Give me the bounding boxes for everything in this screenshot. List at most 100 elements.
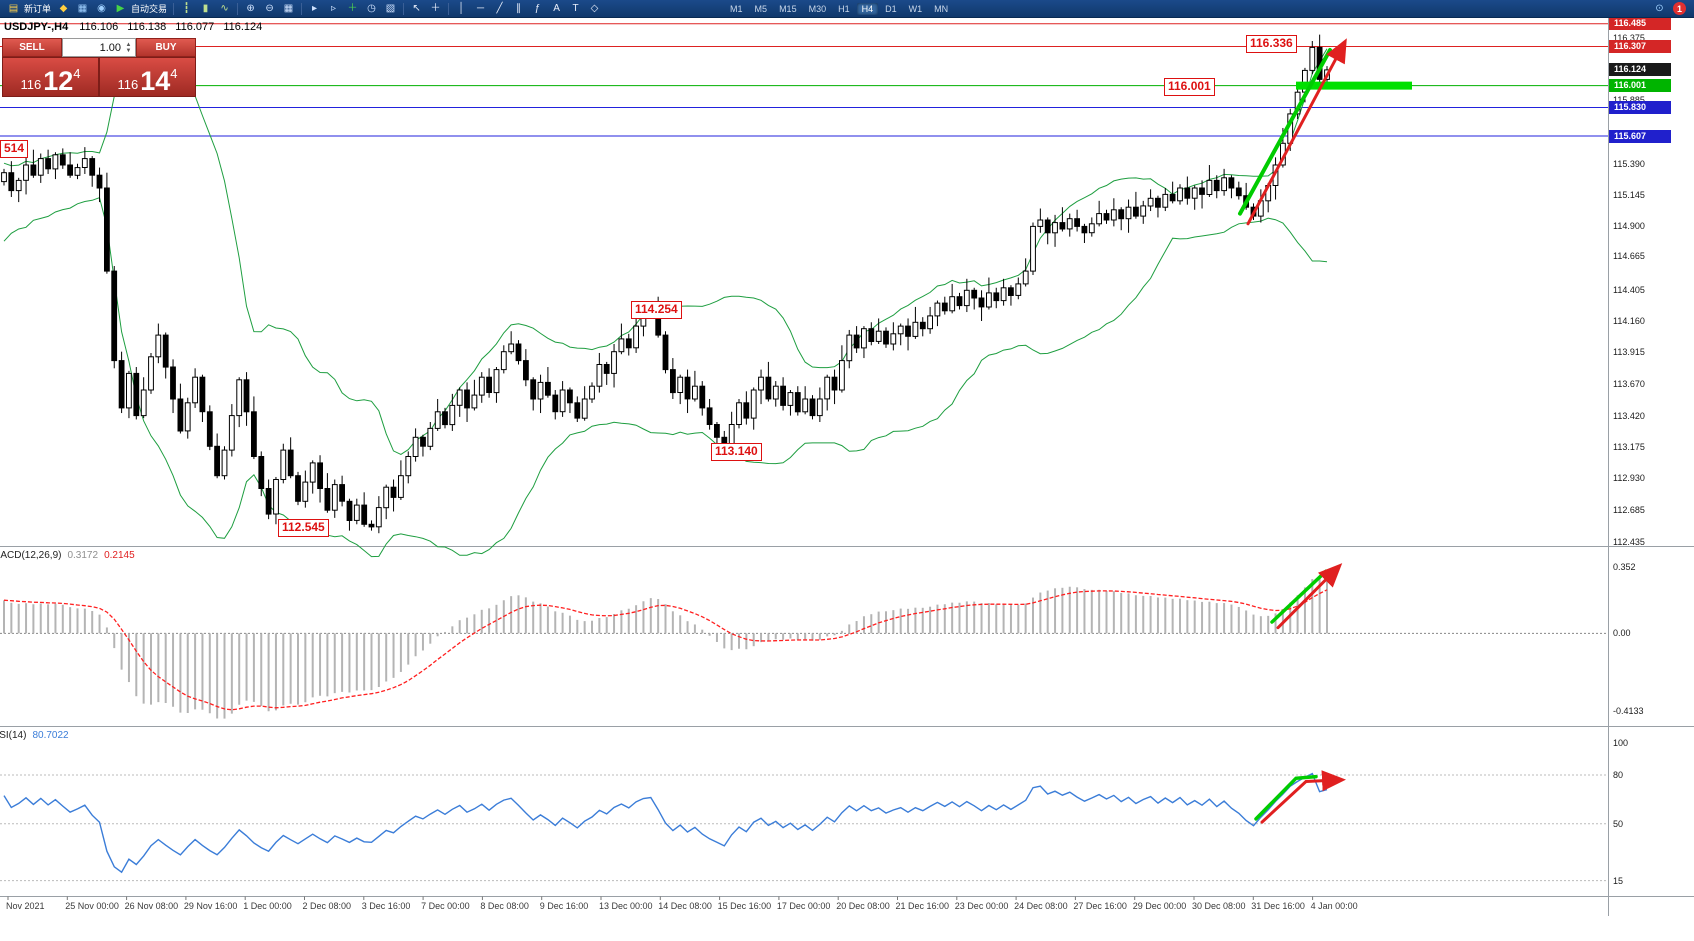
templates-icon[interactable]: ▧	[381, 1, 400, 17]
price-scale-tick: 112.930	[1613, 473, 1645, 484]
notification-badge[interactable]: 1	[1673, 2, 1686, 15]
time-axis-label: 24 Dec 08:00	[1014, 901, 1068, 911]
timeframe-d1[interactable]: D1	[885, 3, 897, 14]
timeframe-w1[interactable]: W1	[908, 3, 923, 14]
price-scale-tick: 115.145	[1613, 190, 1645, 201]
search-icon[interactable]: ⊙	[1650, 1, 1669, 17]
horizontal-level-lines	[0, 23, 1608, 137]
cursor-icon: ↖	[412, 2, 421, 14]
price-scale-tick: 113.915	[1613, 347, 1645, 358]
auto-scroll-icon[interactable]: ▸	[305, 1, 324, 17]
alerts-icon: ◉	[97, 2, 106, 14]
price-annotation-label[interactable]: 116.001	[1164, 77, 1215, 96]
text-icon[interactable]: A	[547, 1, 566, 17]
timeframe-h1[interactable]: H1	[838, 3, 850, 14]
time-axis-label: 21 Dec 16:00	[895, 901, 950, 911]
toolbar-separator	[173, 2, 175, 15]
price-annotation-label[interactable]: 114.254	[631, 300, 682, 319]
crosshair-icon[interactable]: ＋	[426, 1, 445, 17]
buy-price-base: 116	[117, 77, 139, 92]
gold-icon[interactable]: ◆	[54, 1, 73, 17]
price-tag[interactable]: 115.830	[1609, 100, 1671, 114]
zoom-in-icon[interactable]: ⊕	[241, 1, 260, 17]
shapes-icon: ◇	[590, 2, 599, 14]
price-scale-tick: 114.900	[1613, 221, 1645, 232]
timeframe-mn[interactable]: MN	[934, 3, 949, 14]
toolbar: ▤ 新订单 ◆ ▦ ◉ ▶ 自动交易 ┇ ▮ ∿ ⊕ ⊖ ▦ ▸ ▹ ＋ ◷ ▧ ↖ ＋ │ ─ ╱ ∥ ƒ A T ◇ M1 M5 M15…	[0, 0, 1694, 18]
add-indicator-icon[interactable]: ＋	[343, 1, 362, 17]
fibonacci-icon[interactable]: ƒ	[528, 1, 547, 17]
buy-price-panel[interactable]: 116 14 4	[99, 57, 196, 97]
time-axis-label: 7 Dec 00:00	[421, 901, 470, 911]
green-trend-line	[1254, 774, 1318, 821]
time-axis-label: 3 Dec 16:00	[361, 901, 411, 911]
rsi-scale-label: 100	[1613, 737, 1629, 748]
price-tag[interactable]: 115.607	[1609, 129, 1671, 143]
sell-button[interactable]: SELL	[2, 38, 62, 57]
timeframe-m15[interactable]: M15	[779, 3, 797, 14]
close-value: 116.124	[223, 21, 263, 33]
price-annotation-label[interactable]: 112.545	[278, 519, 329, 538]
zoom-out-icon: ⊖	[265, 2, 274, 14]
vertical-line-icon: │	[458, 2, 465, 14]
period-icon: ◷	[367, 2, 376, 14]
buy-button[interactable]: BUY	[136, 38, 196, 57]
new-order-button[interactable]: ▤	[4, 1, 23, 17]
profiles-icon: ▦	[77, 2, 88, 14]
new-order-button-label: 新订单	[24, 4, 52, 14]
macd-scale-label: -0.4133	[1613, 706, 1644, 717]
price-scale-tick: 115.390	[1613, 158, 1645, 169]
timeframe-m1[interactable]: M1	[730, 3, 743, 14]
bars-chart-icon[interactable]: ┇	[177, 1, 196, 17]
price-annotation-label[interactable]: 514	[0, 139, 29, 158]
price-scale-tick: 114.405	[1613, 284, 1645, 295]
price-scale-tick: 113.420	[1613, 410, 1645, 421]
volume-spinner[interactable]: ▲ ▼	[125, 41, 132, 54]
red-trend-arrow	[1260, 770, 1346, 824]
time-axis-label: 13 Dec 00:00	[599, 901, 653, 911]
chart-shift-icon: ▹	[331, 2, 337, 14]
new-order-button: ▤	[8, 2, 19, 14]
sell-price-panel[interactable]: 116 12 4	[2, 57, 99, 97]
zoom-out-icon[interactable]: ⊖	[260, 1, 279, 17]
price-tag[interactable]: 116.307	[1609, 40, 1671, 53]
autotrading-button[interactable]: ▶	[111, 1, 130, 17]
price-annotation-label[interactable]: 113.140	[711, 443, 762, 462]
price-tag[interactable]: 116.124	[1609, 63, 1671, 77]
tile-windows-icon[interactable]: ▦	[279, 1, 298, 17]
sell-price-base: 116	[20, 77, 42, 92]
profiles-icon[interactable]: ▦	[73, 1, 92, 17]
macd-scale-label: 0.352	[1613, 562, 1636, 573]
macd-histogram	[3, 574, 1328, 719]
price-scale-tick: 116.375	[1613, 32, 1645, 43]
channel-icon[interactable]: ∥	[509, 1, 528, 17]
price-tag[interactable]: 116.485	[1609, 17, 1671, 31]
candlestick-icon[interactable]: ▮	[196, 1, 215, 17]
timeframe-m30[interactable]: M30	[808, 3, 827, 14]
label-icon: T	[572, 2, 579, 14]
price-tag[interactable]: 116.001	[1609, 79, 1671, 93]
timeframe-h4[interactable]: H4	[856, 2, 879, 15]
line-chart-icon[interactable]: ∿	[215, 1, 234, 17]
gold-icon: ◆	[59, 2, 68, 14]
price-annotation-label[interactable]: 116.336	[1246, 34, 1297, 53]
cursor-icon[interactable]: ↖	[407, 1, 426, 17]
alerts-icon[interactable]: ◉	[92, 1, 111, 17]
label-icon[interactable]: T	[566, 1, 585, 17]
fibonacci-icon: ƒ	[534, 2, 541, 14]
volume-input[interactable]: 1.00 ▲ ▼	[62, 38, 136, 57]
shapes-icon[interactable]: ◇	[585, 1, 604, 17]
price-scale-tick: 112.435	[1613, 536, 1645, 547]
horizontal-line-icon[interactable]: ─	[471, 1, 490, 17]
period-icon[interactable]: ◷	[362, 1, 381, 17]
trendline-icon[interactable]: ╱	[490, 1, 509, 17]
chart-shift-icon[interactable]: ▹	[324, 1, 343, 17]
one-click-trading-widget: SELL 1.00 ▲ ▼ BUY 116 12 4 116 14 4	[2, 38, 196, 97]
vertical-line-icon[interactable]: │	[452, 1, 471, 17]
timeframe-m5[interactable]: M5	[754, 3, 768, 14]
time-axis-label: 27 Dec 16:00	[1073, 901, 1127, 911]
symbol-period-label: USDJPY-,H4	[4, 21, 69, 33]
price-scale-tick: 114.665	[1613, 251, 1645, 262]
